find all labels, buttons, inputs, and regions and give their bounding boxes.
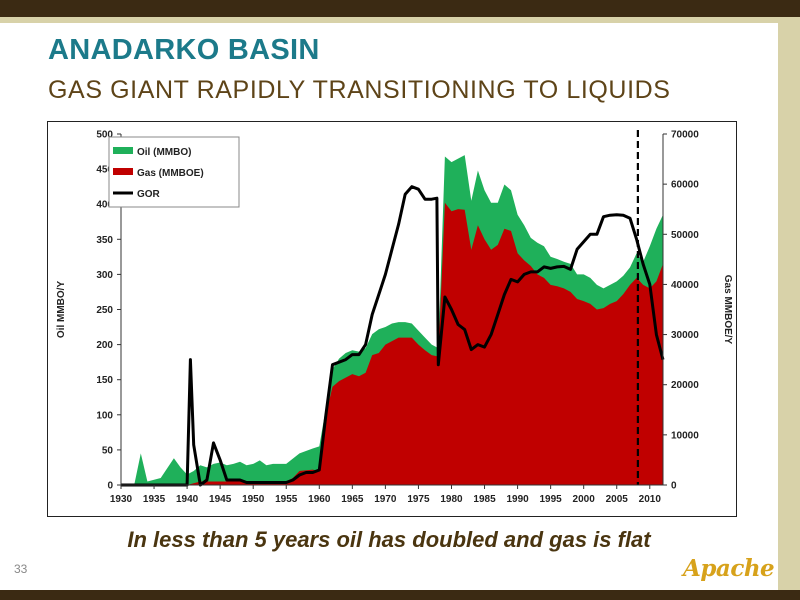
y-tick-label: 250	[96, 305, 113, 316]
apache-logo: Apache	[683, 555, 775, 582]
x-tick-label: 1950	[242, 494, 265, 505]
page-number: 33	[14, 562, 28, 576]
x-tick-label: 1985	[473, 494, 496, 505]
x-tick-label: 1955	[275, 494, 298, 505]
y2-tick-label: 20000	[671, 380, 699, 391]
x-tick-label: 1995	[540, 494, 563, 505]
y2-tick-label: 40000	[671, 280, 699, 291]
x-tick-label: 1975	[407, 494, 430, 505]
y2-axis-title: Gas MMBOE/Y	[722, 275, 733, 345]
y-tick-label: 100	[96, 410, 113, 421]
x-tick-label: 1960	[308, 494, 331, 505]
legend-label: GOR	[137, 189, 161, 200]
y-tick-label: 350	[96, 235, 113, 246]
top-stripe	[0, 17, 800, 23]
bottom-bar	[0, 590, 800, 600]
y-tick-label: 0	[107, 481, 113, 492]
x-tick-label: 1940	[176, 494, 199, 505]
slide-caption: In less than 5 years oil has doubled and…	[127, 527, 651, 552]
y2-tick-label: 30000	[671, 330, 699, 341]
y2-tick-label: 60000	[671, 180, 699, 191]
y-tick-label: 50	[102, 445, 114, 456]
anadarko-production-chart: 0 50 100 150 200 250 300 350 400 450 500 0 10000 2000…	[56, 130, 733, 506]
y2-tick-label: 10000	[671, 430, 699, 441]
gor-line	[121, 185, 665, 487]
legend: Oil (MMBO) Gas (MMBOE) GOR	[108, 136, 240, 208]
legend-label: Gas (MMBOE)	[137, 168, 204, 179]
y-tick-label: 400	[96, 200, 113, 211]
right-band	[778, 17, 800, 590]
slide-title: ANADARKO BASIN	[48, 34, 320, 66]
y-tick-label: 150	[96, 375, 113, 386]
x-tick-label: 2005	[606, 494, 629, 505]
x-tick-label: 1945	[209, 494, 232, 505]
y-tick-label: 500	[96, 130, 113, 141]
legend-swatch	[113, 168, 133, 175]
y2-tick-label: 50000	[671, 230, 699, 241]
slide-subtitle: GAS GIANT RAPIDLY TRANSITIONING TO LIQUI…	[48, 76, 671, 104]
x-tick-label: 1980	[440, 494, 463, 505]
x-tick-label: 1965	[341, 494, 364, 505]
x-tick-label: 1935	[143, 494, 166, 505]
y2-tick-label: 0	[671, 481, 677, 492]
y-tick-label: 200	[96, 340, 113, 351]
x-tick-label: 2010	[639, 494, 662, 505]
x-tick-label: 2000	[573, 494, 596, 505]
x-tick-label: 1970	[374, 494, 397, 505]
legend-swatch	[113, 147, 133, 154]
x-tick-label: 1990	[506, 494, 529, 505]
y-tick-label: 300	[96, 270, 113, 281]
top-bar	[0, 0, 800, 17]
x-tick-label: 1930	[110, 494, 133, 505]
y-tick-label: 450	[96, 165, 113, 176]
y2-tick-label: 70000	[671, 130, 699, 141]
legend-label: Oil (MMBO)	[137, 147, 191, 158]
y-axis-title: Oil MMBO/Y	[56, 281, 67, 339]
